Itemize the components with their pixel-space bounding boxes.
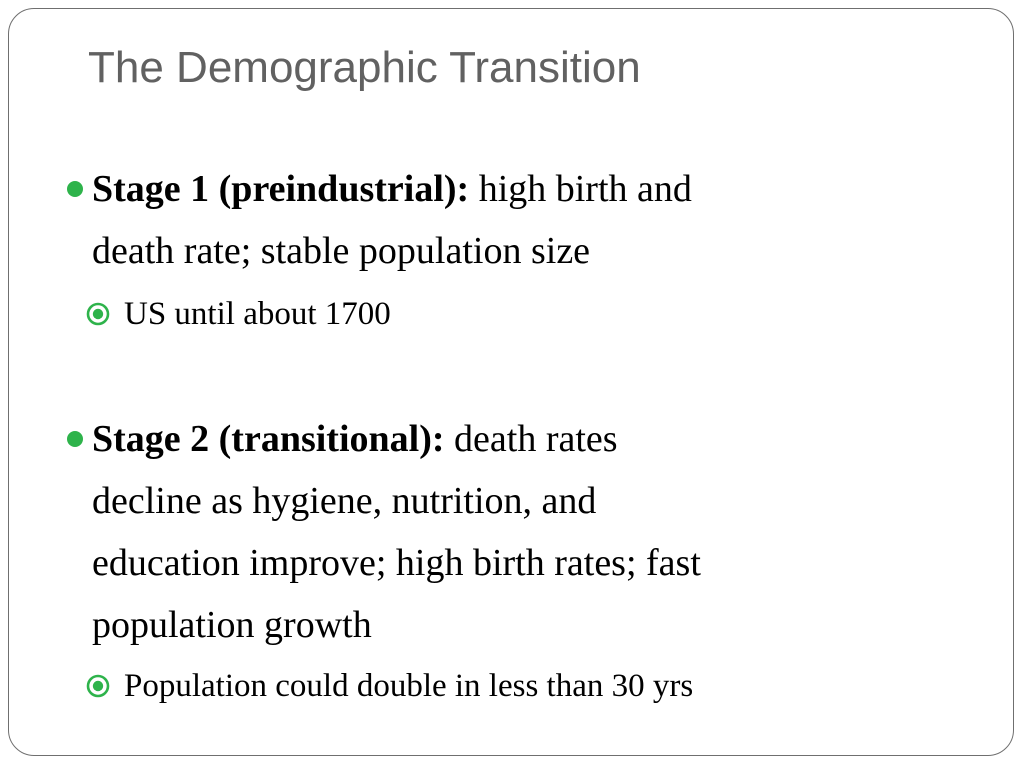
slide-frame [8, 8, 1014, 756]
bullet-text-line: education improve; high birth rates; fas… [92, 542, 701, 584]
bullet-dot-icon [67, 181, 83, 197]
slide-title: The Demographic Transition [88, 43, 641, 92]
sub-bullet-text: Population could double in less than 30 … [124, 668, 694, 704]
bullet-text-line: death rate; stable population size [92, 230, 591, 272]
sub-bullet-text: US until about 1700 [124, 296, 391, 332]
bullet-text-line: decline as hygiene, nutrition, and [92, 480, 597, 522]
bullet-text-line: high birth and [478, 168, 692, 210]
sub-bullet-stage-1: US until about 1700 [86, 292, 904, 336]
bullet-stage-2: Stage 2 (transitional): death rates decl… [67, 408, 892, 656]
sub-bullet-stage-2: Population could double in less than 30 … [86, 664, 904, 708]
bullet-stage-1: Stage 1 (preindustrial): high birth and … [67, 158, 892, 282]
bullet-heading: Stage 1 (preindustrial): [92, 168, 470, 210]
bullet-dot-icon [67, 431, 83, 447]
bullet-heading: Stage 2 (transitional): [92, 418, 445, 460]
circle-bullet-icon [86, 302, 110, 326]
bullet-text-line: population growth [92, 604, 372, 646]
circle-bullet-icon [86, 674, 110, 698]
bullet-text-line: death rates [454, 418, 618, 460]
